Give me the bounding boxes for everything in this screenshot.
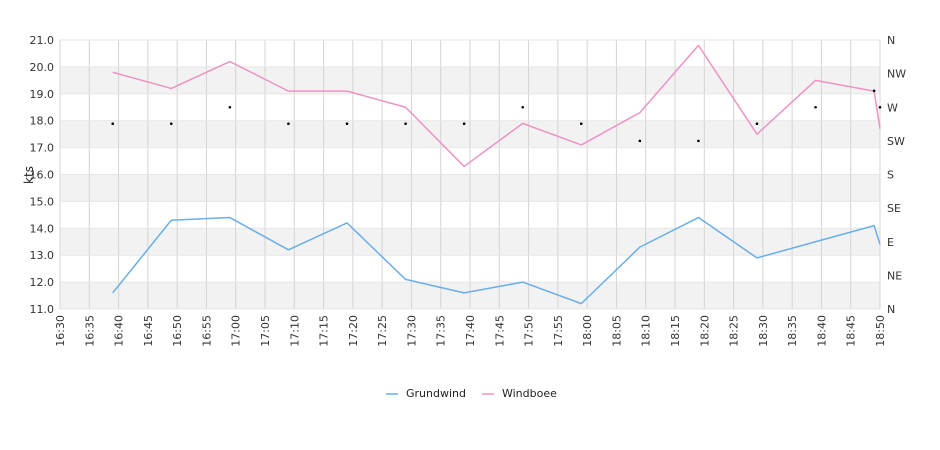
y-tick-label: 16.0 [30, 169, 55, 182]
y-tick-label: 13.0 [30, 249, 55, 262]
y-tick-label: 19.0 [30, 88, 55, 101]
x-tick-label: 17:25 [376, 315, 389, 347]
series-line-grundwind [112, 216, 881, 305]
direction-marker [579, 122, 583, 125]
x-tick-label: 17:40 [464, 315, 477, 347]
direction-marker [755, 122, 759, 125]
direction-marker [872, 89, 876, 93]
x-tick-label: 18:00 [581, 315, 594, 347]
direction-marker [404, 122, 407, 125]
x-tick-label: 16:45 [142, 315, 155, 347]
direction-marker [521, 105, 525, 109]
direction-tick-label: SW [887, 135, 905, 148]
direction-tick-label: N [887, 34, 895, 47]
x-tick-label: 16:55 [200, 315, 213, 347]
x-tick-label: 17:45 [493, 315, 506, 347]
direction-marker [228, 105, 232, 109]
direction-axis-ticks: N NE E SE S SW W NW N [887, 34, 906, 316]
direction-tick-label: E [887, 236, 894, 249]
x-tick-label: 18:15 [669, 315, 682, 347]
x-tick-label: 18:25 [728, 315, 741, 347]
x-tick-label: 18:30 [757, 315, 770, 347]
direction-marker [169, 122, 173, 125]
direction-tick-label: S [887, 169, 894, 182]
direction-marker [878, 105, 882, 109]
x-tick-label: 17:55 [552, 315, 565, 347]
x-tick-label: 18:05 [610, 315, 623, 347]
x-tick-label: 18:10 [640, 315, 653, 347]
y-tick-label: 15.0 [30, 195, 55, 208]
legend-label-windboee: Windboee [502, 387, 557, 400]
legend-label-grundwind: Grundwind [406, 387, 466, 400]
y-axis-ticks: 11.0 12.0 13.0 14.0 15.0 16.0 17.0 18.0 19.0 20.0… [30, 34, 55, 316]
direction-marker [697, 139, 700, 143]
direction-marker [345, 122, 349, 125]
direction-tick-label: NE [887, 269, 902, 282]
direction-marker [111, 122, 115, 125]
y-tick-label: 17.0 [30, 142, 55, 155]
x-tick-label: 17:35 [435, 315, 448, 347]
direction-marker [814, 105, 817, 109]
direction-markers [111, 89, 882, 143]
direction-tick-label: NW [887, 68, 906, 81]
x-axis-ticks: 16:30 16:35 16:40 16:45 16:50 16:55 17:00 17:05… [54, 315, 887, 347]
direction-tick-label: N [887, 303, 895, 316]
direction-marker [287, 122, 290, 125]
direction-tick-label: SE [887, 202, 901, 215]
x-tick-label: 18:40 [815, 315, 828, 347]
x-tick-label: 17:20 [347, 315, 360, 347]
x-tick-label: 17:30 [405, 315, 418, 347]
x-tick-label: 16:35 [83, 315, 96, 347]
legend: Grundwind Windboee [386, 387, 557, 400]
y-tick-label: 18.0 [30, 115, 55, 128]
direction-marker [638, 139, 642, 143]
x-tick-label: 17:15 [318, 315, 331, 347]
y-tick-label: 21.0 [30, 34, 55, 47]
x-tick-label: 18:45 [845, 315, 858, 347]
y-axis-label: kts [22, 166, 36, 184]
direction-marker [462, 122, 466, 125]
series-line-windboee [112, 44, 881, 168]
y-tick-label: 12.0 [30, 276, 55, 289]
x-tick-label: 17:00 [230, 315, 243, 347]
x-tick-label: 16:40 [113, 315, 126, 347]
x-tick-label: 16:50 [171, 315, 184, 347]
x-tick-label: 17:50 [523, 315, 536, 347]
x-tick-label: 17:05 [259, 315, 272, 347]
x-tick-label: 17:10 [288, 315, 301, 347]
y-tick-label: 14.0 [30, 222, 55, 235]
horizontal-gridlines [60, 39, 880, 310]
y-tick-label: 11.0 [30, 303, 55, 316]
y-tick-label: 20.0 [30, 61, 55, 74]
x-tick-label: 18:50 [874, 315, 887, 347]
x-tick-label: 16:30 [54, 315, 67, 347]
series-lines [112, 44, 881, 305]
x-tick-label: 18:35 [786, 315, 799, 347]
x-tick-label: 18:20 [698, 315, 711, 347]
direction-tick-label: W [887, 101, 898, 114]
